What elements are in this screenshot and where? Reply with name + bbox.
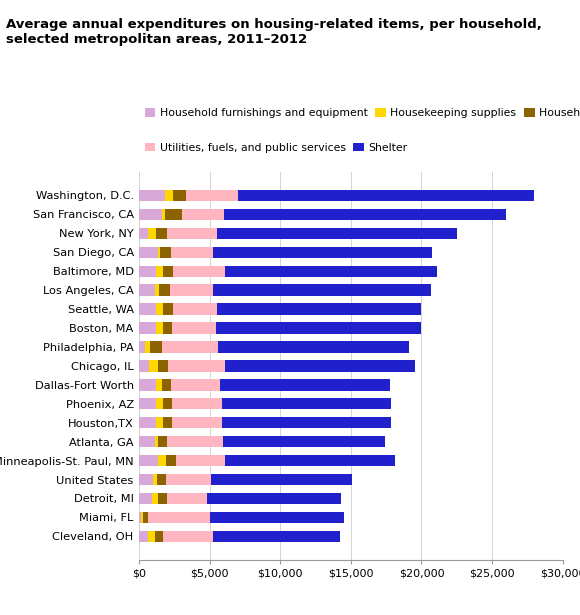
Bar bbox=[139, 360, 149, 371]
Bar bbox=[156, 398, 163, 410]
Bar bbox=[163, 266, 173, 277]
Bar bbox=[223, 436, 386, 447]
Bar bbox=[217, 228, 457, 239]
Bar bbox=[159, 285, 171, 296]
Bar bbox=[162, 379, 171, 391]
Bar bbox=[156, 228, 168, 239]
Bar bbox=[139, 531, 148, 542]
Bar bbox=[210, 512, 344, 523]
Bar bbox=[155, 436, 158, 447]
Bar bbox=[173, 266, 225, 277]
Legend: Utilities, fuels, and public services, Shelter: Utilities, fuels, and public services, S… bbox=[144, 143, 408, 153]
Bar bbox=[166, 436, 223, 447]
Bar bbox=[148, 228, 156, 239]
Bar bbox=[225, 455, 394, 466]
Bar bbox=[163, 303, 173, 315]
Bar bbox=[168, 493, 207, 504]
Bar bbox=[149, 360, 158, 371]
Bar bbox=[156, 303, 163, 315]
Bar bbox=[156, 417, 163, 429]
Bar bbox=[222, 417, 391, 429]
Bar bbox=[139, 474, 153, 485]
Bar bbox=[207, 493, 341, 504]
Bar bbox=[168, 228, 217, 239]
Bar bbox=[139, 379, 156, 391]
Bar bbox=[163, 531, 213, 542]
Bar bbox=[158, 360, 168, 371]
Bar bbox=[173, 190, 186, 201]
Bar bbox=[139, 455, 158, 466]
Bar bbox=[163, 417, 172, 429]
Bar bbox=[157, 474, 166, 485]
Bar bbox=[139, 208, 162, 220]
Bar bbox=[139, 285, 155, 296]
Bar bbox=[163, 398, 172, 410]
Bar bbox=[158, 436, 166, 447]
Bar bbox=[176, 455, 225, 466]
Bar bbox=[213, 247, 432, 258]
Bar bbox=[225, 266, 437, 277]
Bar bbox=[150, 341, 162, 352]
Bar bbox=[162, 208, 165, 220]
Bar bbox=[211, 474, 352, 485]
Bar bbox=[158, 493, 168, 504]
Bar bbox=[218, 341, 409, 352]
Bar bbox=[153, 474, 157, 485]
Bar bbox=[166, 455, 176, 466]
Bar bbox=[139, 341, 145, 352]
Bar bbox=[139, 417, 156, 429]
Bar bbox=[145, 341, 150, 352]
Bar bbox=[140, 512, 143, 523]
Bar bbox=[171, 379, 220, 391]
Bar bbox=[139, 247, 158, 258]
Bar bbox=[139, 190, 165, 201]
Bar bbox=[224, 360, 415, 371]
Bar bbox=[171, 247, 213, 258]
Bar bbox=[224, 208, 506, 220]
Bar bbox=[156, 379, 162, 391]
Bar bbox=[160, 247, 171, 258]
Bar bbox=[143, 512, 148, 523]
Bar bbox=[220, 379, 390, 391]
Text: Average annual expenditures on housing-related items, per household,
selected me: Average annual expenditures on housing-r… bbox=[6, 18, 542, 47]
Bar bbox=[158, 455, 166, 466]
Bar bbox=[155, 531, 163, 542]
Bar bbox=[139, 398, 156, 410]
Bar bbox=[155, 285, 159, 296]
Bar bbox=[186, 190, 238, 201]
Bar bbox=[139, 266, 156, 277]
Bar bbox=[162, 341, 218, 352]
Bar bbox=[152, 493, 158, 504]
Bar bbox=[182, 208, 224, 220]
Bar bbox=[213, 285, 432, 296]
Bar bbox=[172, 322, 216, 334]
Bar bbox=[216, 322, 420, 334]
Bar bbox=[139, 228, 148, 239]
Bar bbox=[148, 531, 155, 542]
Bar bbox=[139, 303, 156, 315]
Bar bbox=[166, 474, 211, 485]
Bar bbox=[139, 322, 156, 334]
Bar bbox=[222, 398, 391, 410]
Bar bbox=[172, 417, 222, 429]
Bar bbox=[139, 493, 152, 504]
Bar bbox=[139, 512, 140, 523]
Bar bbox=[139, 436, 155, 447]
Bar bbox=[217, 303, 422, 315]
Bar bbox=[238, 190, 534, 201]
Bar bbox=[168, 360, 224, 371]
Bar bbox=[213, 531, 340, 542]
Bar bbox=[156, 322, 163, 334]
Bar bbox=[173, 303, 217, 315]
Bar bbox=[158, 247, 160, 258]
Bar bbox=[165, 208, 182, 220]
Bar bbox=[148, 512, 210, 523]
Bar bbox=[156, 266, 163, 277]
Bar bbox=[172, 398, 222, 410]
Bar bbox=[163, 322, 172, 334]
Bar bbox=[165, 190, 173, 201]
Bar bbox=[171, 285, 213, 296]
